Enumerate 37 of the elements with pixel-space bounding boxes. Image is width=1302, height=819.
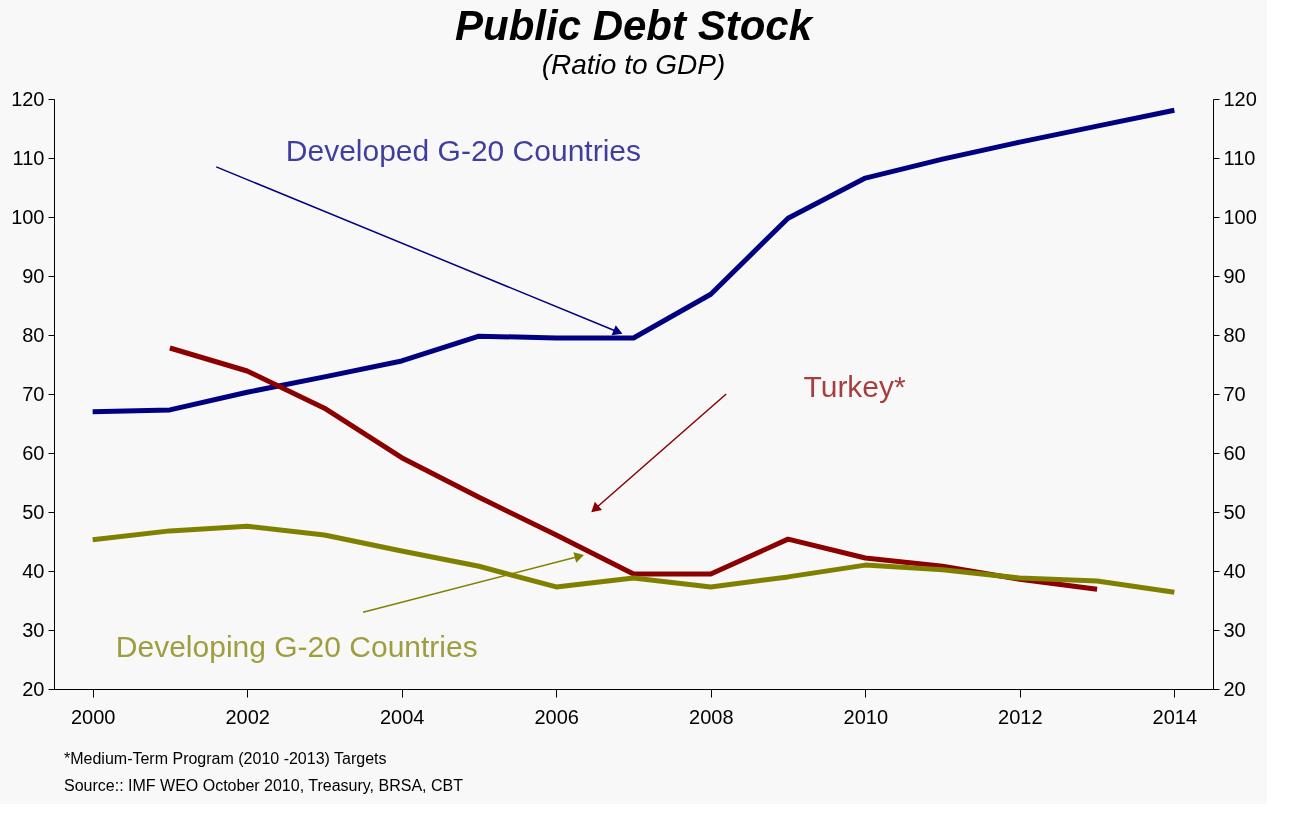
y2-tick-label: 40 (1223, 559, 1246, 582)
x-tick-label: 2006 (534, 705, 579, 728)
y-tick-label: 70 (22, 382, 45, 405)
x-tick-label: 2012 (998, 705, 1043, 728)
x-tick-label: 2010 (843, 705, 889, 728)
x-tick-label: 2004 (379, 705, 425, 728)
source-note: Source:: IMF WEO October 2010, Treasury, BRSA, CBT (64, 777, 464, 794)
chart-subtitle: (Ratio to GDP) (541, 49, 726, 80)
y2-tick-label: 110 (1223, 146, 1256, 169)
y-tick-label: 60 (22, 441, 45, 464)
chart-title: Public Debt Stock (454, 2, 815, 49)
y-tick-label: 80 (22, 323, 45, 346)
y-tick-label: 30 (22, 618, 45, 641)
text: Turkey* (803, 370, 907, 404)
y2-tick-label: 30 (1223, 618, 1246, 641)
y2-tick-label: 20 (1223, 677, 1246, 700)
x-tick-label: 2002 (225, 705, 270, 728)
y2-tick-label: 70 (1223, 382, 1246, 405)
x-tick-label: 2008 (689, 705, 734, 728)
y-tick-label: 90 (22, 264, 45, 287)
x-tick-label: 2000 (70, 705, 116, 728)
text: Developed G-20 Countries (285, 134, 641, 168)
y-tick-label: 120 (11, 87, 45, 110)
text: Developing G-20 Countries (115, 629, 478, 663)
y-tick-label: 110 (12, 146, 45, 169)
y2-tick-label: 80 (1223, 323, 1246, 346)
y2-tick-label: 90 (1223, 264, 1246, 287)
y2-tick-label: 50 (1223, 500, 1246, 523)
y-tick-label: 100 (11, 205, 45, 228)
y2-tick-label: 60 (1223, 441, 1246, 464)
y2-tick-label: 120 (1223, 87, 1257, 110)
text: *Medium-Term Program (2010 -2013) Targets (64, 750, 387, 767)
x-tick-label: 2014 (1152, 705, 1198, 728)
y2-tick-label: 100 (1223, 205, 1257, 228)
y-tick-label: 20 (22, 677, 45, 700)
y-tick-label: 50 (22, 500, 45, 523)
y-tick-label: 40 (22, 559, 45, 582)
